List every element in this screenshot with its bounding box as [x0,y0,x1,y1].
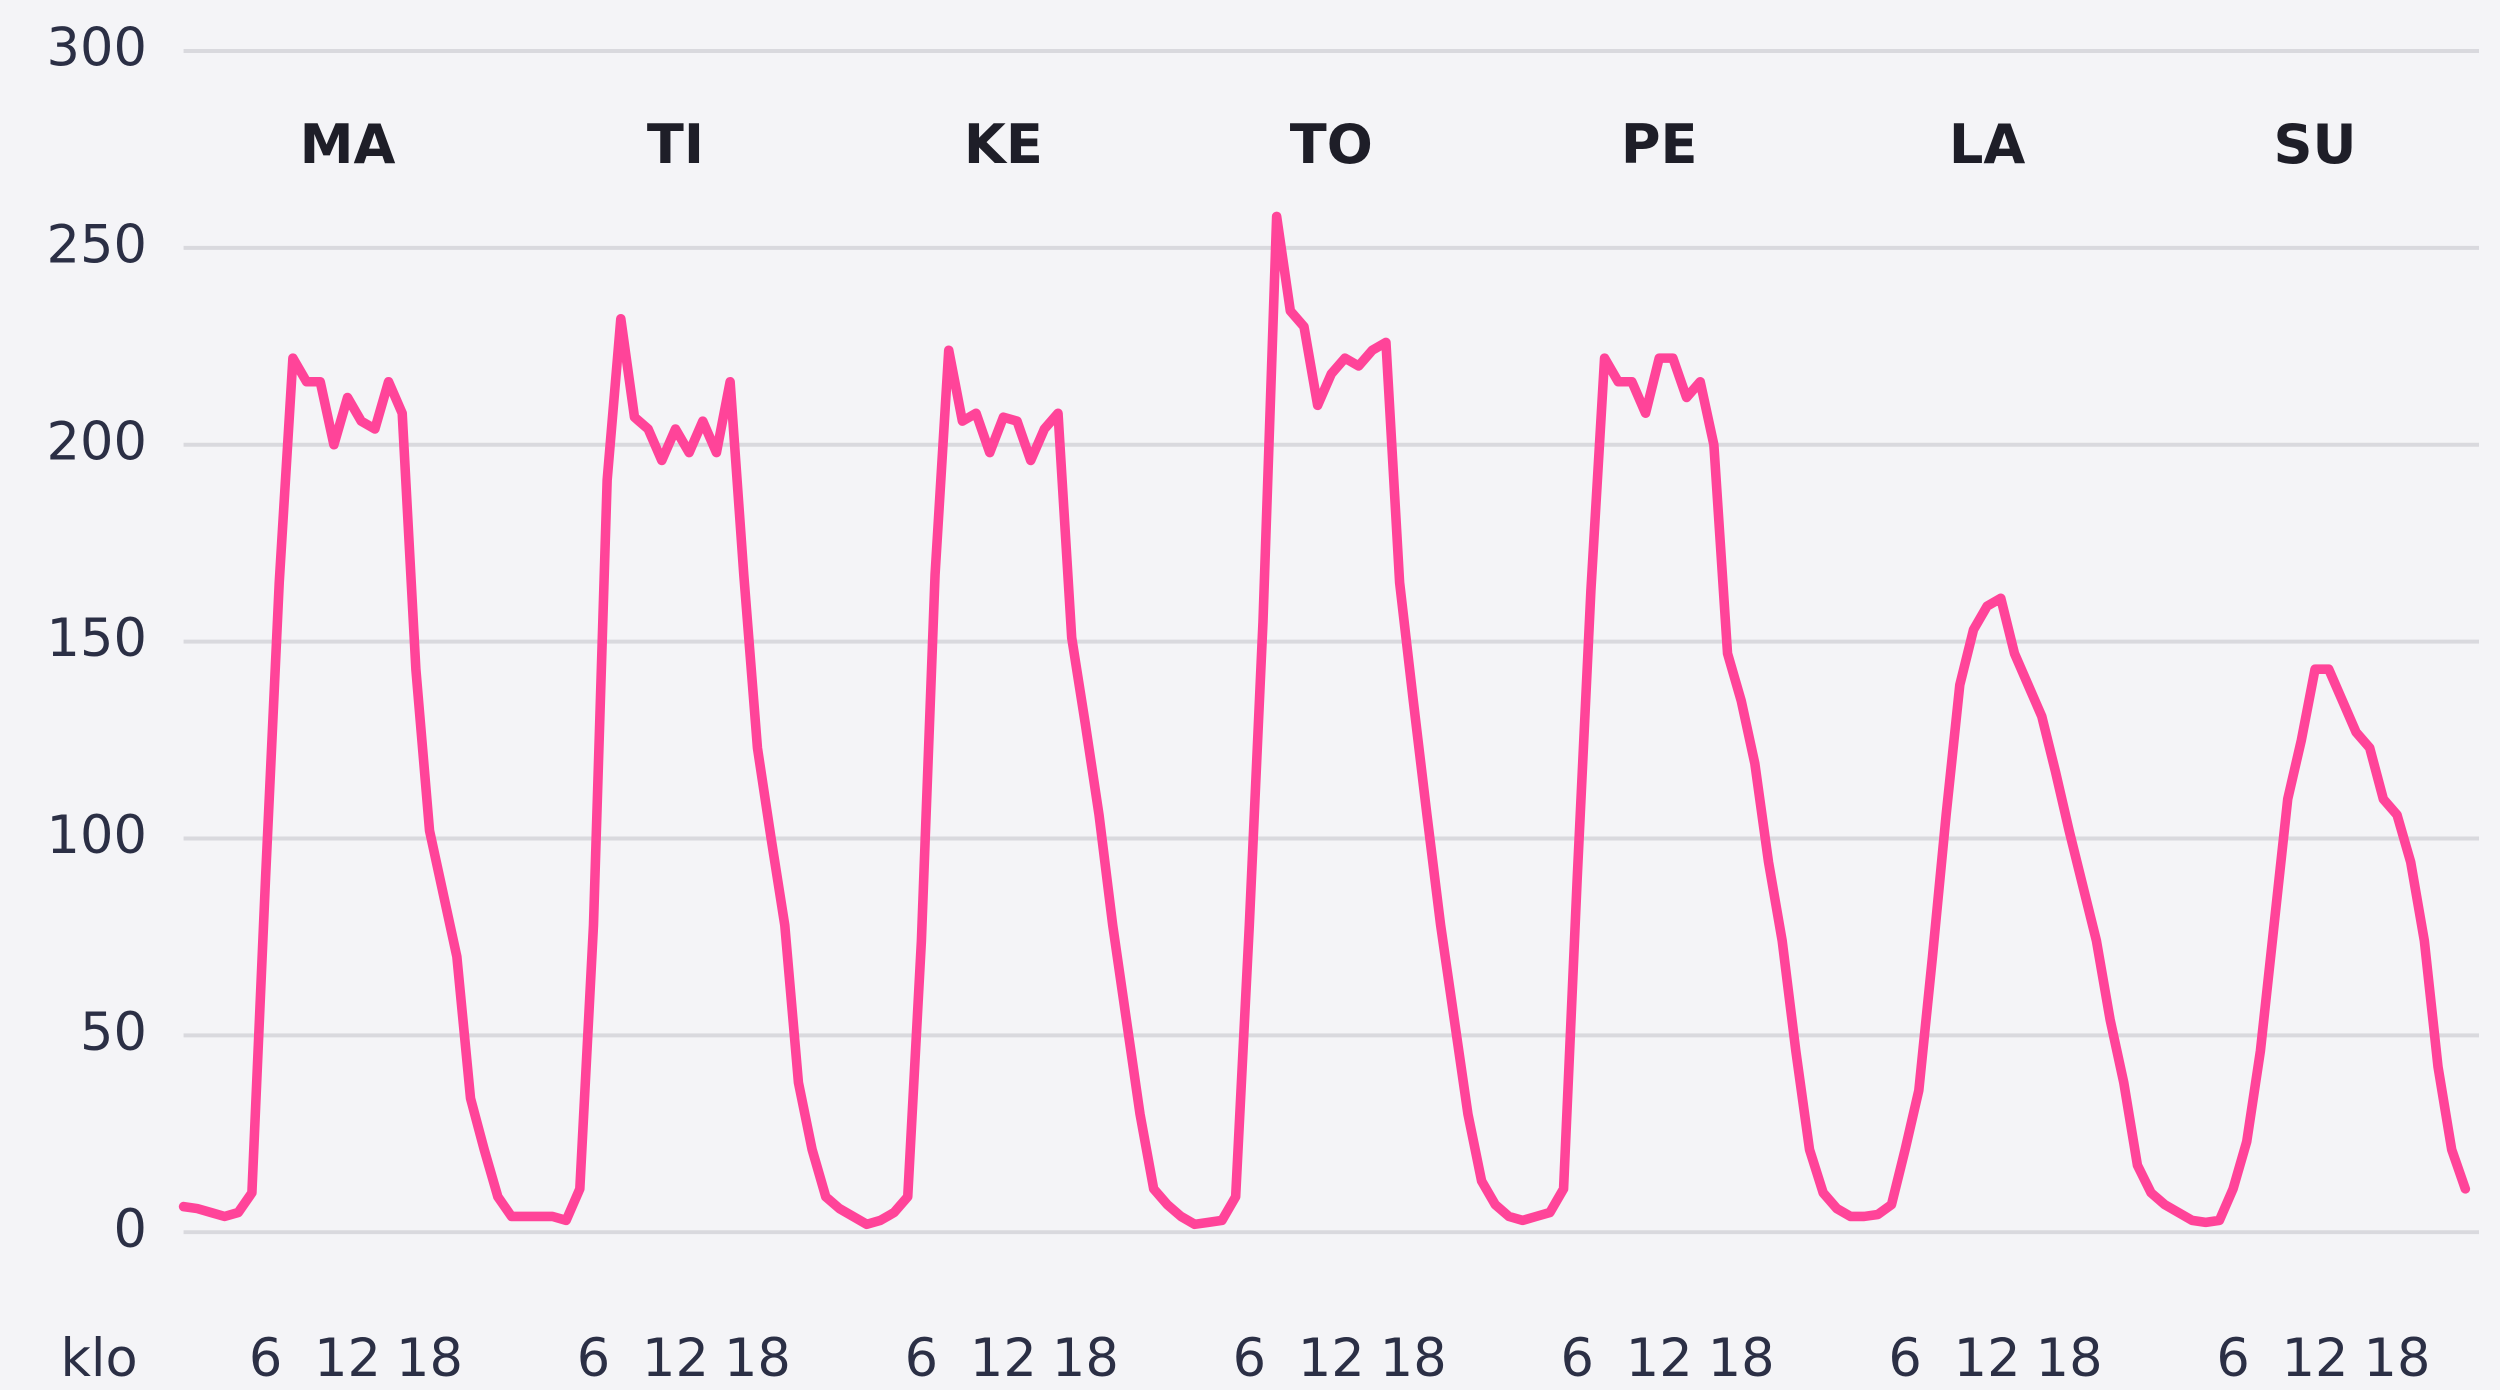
y-tick-label: 50 [80,1002,147,1063]
x-tick-label: 6 [1560,1328,1593,1389]
x-tick-label: 18 [2364,1328,2431,1389]
x-tick-label: 12 [1954,1328,2021,1389]
x-tick-label: 12 [1626,1328,1693,1389]
x-tick-label: 12 [1298,1328,1365,1389]
day-label: MA [300,113,396,176]
x-tick-label: 18 [1052,1328,1119,1389]
x-tick-label: 6 [2216,1328,2249,1389]
x-tick-label: 12 [642,1328,709,1389]
y-tick-label: 200 [47,411,147,472]
day-label: PE [1621,113,1698,176]
day-label: LA [1949,113,2026,176]
data-line [178,211,2471,1230]
x-tick-label: 12 [314,1328,381,1389]
x-tick-label: 6 [905,1328,938,1389]
x-axis-label: klo [60,1328,137,1389]
x-tick-label: 6 [577,1328,610,1389]
x-tick-label: 6 [1233,1328,1266,1389]
y-tick-label: 250 [47,215,147,276]
x-tick-label: 18 [2036,1328,2103,1389]
day-label: SU [2274,113,2357,176]
y-tick-label: 100 [47,805,147,866]
y-tick-label: 300 [47,18,147,79]
x-tick-label: 18 [1380,1328,1447,1389]
day-label: TO [1290,113,1373,176]
day-label: KE [964,113,1043,176]
y-tick-label: 0 [113,1199,146,1260]
x-tick-label: 18 [724,1328,791,1389]
day-label: TI [647,113,704,176]
x-tick-label: 12 [970,1328,1037,1389]
x-tick-label: 18 [396,1328,463,1389]
x-tick-label: 6 [249,1328,282,1389]
y-tick-label: 150 [47,608,147,669]
x-tick-label: 6 [1888,1328,1921,1389]
x-tick-label: 18 [1708,1328,1775,1389]
x-tick-label: 12 [2282,1328,2349,1389]
